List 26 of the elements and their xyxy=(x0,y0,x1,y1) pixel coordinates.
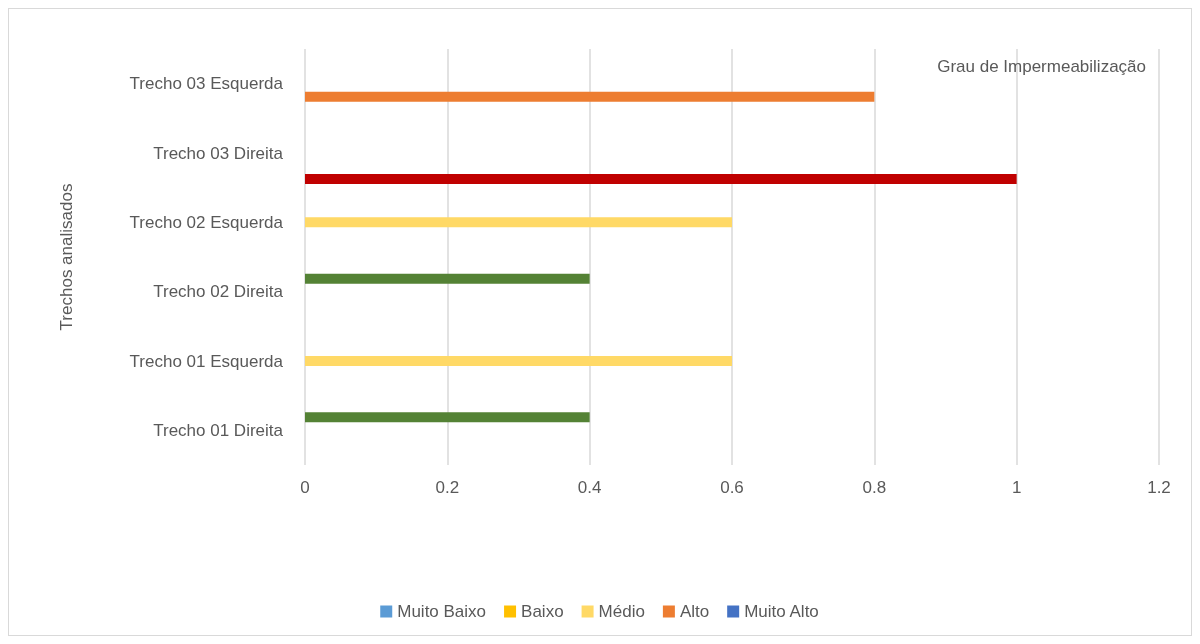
bar xyxy=(305,91,875,102)
x-tick-label: 0.8 xyxy=(862,478,887,497)
legend-label: Muito Alto xyxy=(744,602,819,621)
legend-label: Baixo xyxy=(521,602,564,621)
x-tick-label: 0.4 xyxy=(577,478,602,497)
bar xyxy=(305,356,732,366)
y-tick-label: Trecho 01 Direita xyxy=(153,420,284,440)
bar xyxy=(305,174,1017,184)
bar xyxy=(305,217,732,228)
y-tick-label: Trecho 02 Direita xyxy=(153,282,284,302)
y-tick-label: Trecho 03 Esquerda xyxy=(129,74,284,94)
bar xyxy=(305,412,590,423)
x-tick-label: 0 xyxy=(300,478,310,497)
bar xyxy=(305,273,590,284)
y-tick-label: Trecho 02 Esquerda xyxy=(129,212,284,232)
x-tick-label: 1 xyxy=(1011,478,1022,497)
x-tick-label: 0.2 xyxy=(435,478,460,497)
text: Grau de Impermeabilização xyxy=(937,57,1147,76)
legend-label: Muito Baixo xyxy=(397,602,487,621)
x-tick-label: 1.2 xyxy=(1147,478,1171,497)
legend-label: Médio xyxy=(598,602,645,621)
y-tick-label: Trecho 03 Direita xyxy=(153,143,284,163)
y-tick-label: Trecho 01 Esquerda xyxy=(129,351,284,371)
x-tick-label: 0.6 xyxy=(720,478,744,497)
legend-label: Alto xyxy=(679,602,710,621)
y-axis-title: Trechos analisados xyxy=(57,183,76,331)
